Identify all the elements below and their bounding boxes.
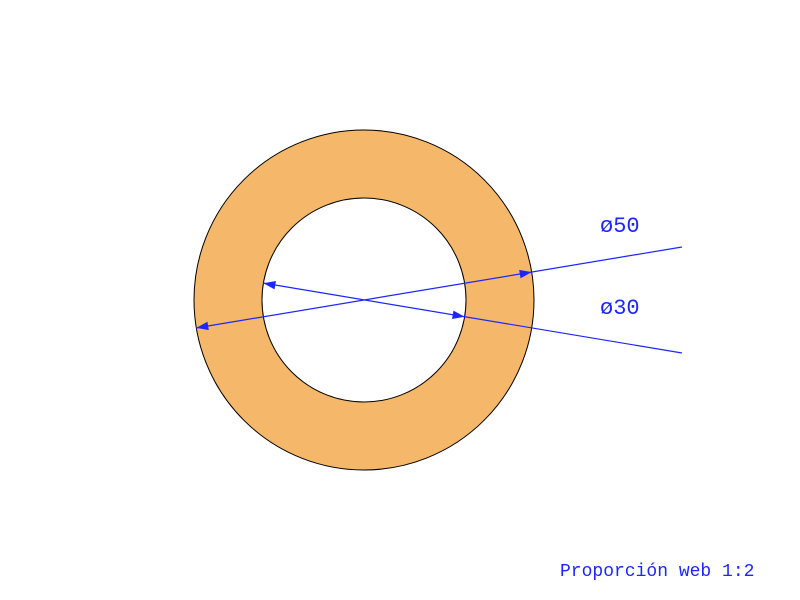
drawing-canvas: ø50 ø30 Proporción web 1:2 bbox=[0, 0, 800, 600]
vector-drawing bbox=[0, 0, 800, 600]
dimension-arrowhead bbox=[452, 311, 465, 319]
dimension-arrowhead bbox=[263, 281, 276, 289]
inner-diameter-label: ø30 bbox=[600, 296, 640, 321]
scale-footer-label: Proporción web 1:2 bbox=[560, 562, 754, 582]
outer-diameter-label: ø50 bbox=[600, 214, 640, 239]
